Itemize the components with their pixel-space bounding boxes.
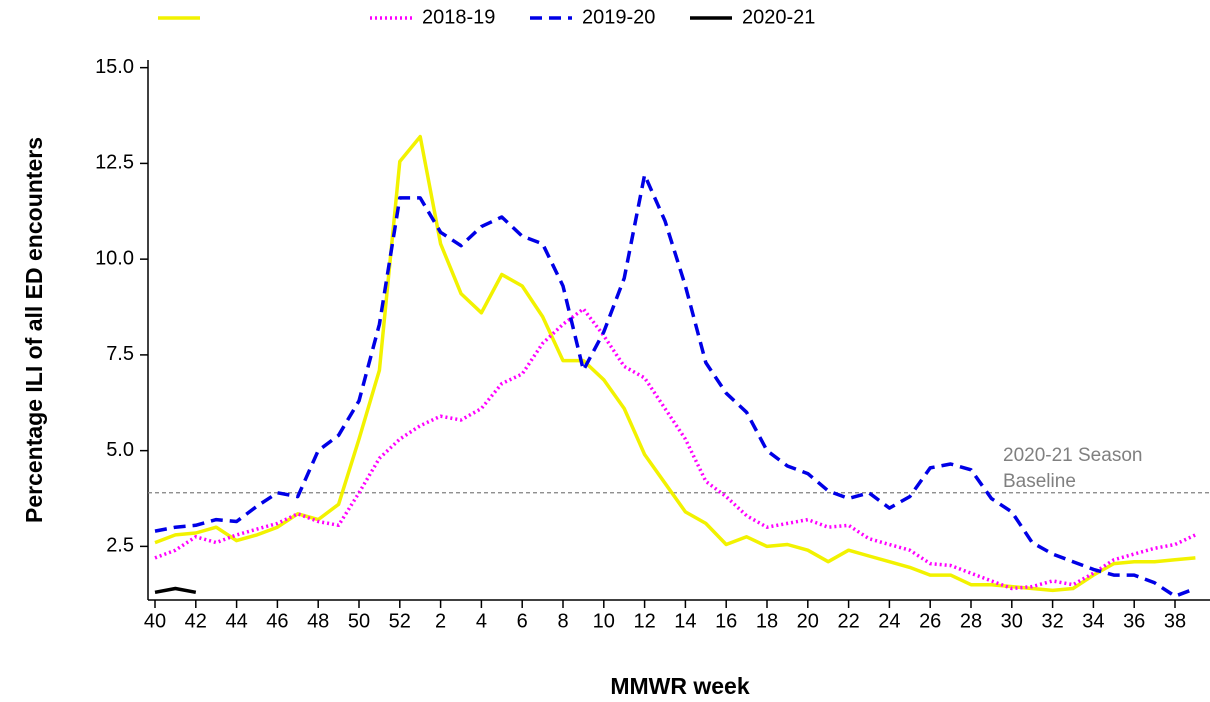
y-tick-label: 10.0 bbox=[95, 247, 134, 269]
y-tick-label: 15.0 bbox=[95, 56, 134, 78]
x-tick-label: 48 bbox=[307, 610, 329, 632]
x-tick-label: 42 bbox=[185, 610, 207, 632]
x-tick-label: 22 bbox=[837, 610, 859, 632]
x-tick-label: 50 bbox=[348, 610, 370, 632]
x-tick-label: 2 bbox=[435, 610, 446, 632]
x-tick-label: 26 bbox=[919, 610, 941, 632]
legend-label: 2019-20 bbox=[582, 6, 655, 28]
x-tick-label: 20 bbox=[797, 610, 819, 632]
x-tick-label: 10 bbox=[593, 610, 615, 632]
x-tick-label: 12 bbox=[633, 610, 655, 632]
series-line bbox=[154, 586, 197, 595]
y-tick-label: 7.5 bbox=[106, 343, 134, 365]
x-tick-label: 24 bbox=[878, 610, 900, 632]
y-tick-label: 5.0 bbox=[106, 439, 134, 461]
x-tick-label: 52 bbox=[389, 610, 411, 632]
y-axis-title: Percentage ILI of all ED encounters bbox=[21, 137, 47, 523]
x-tick-label: 36 bbox=[1123, 610, 1145, 632]
x-tick-label: 32 bbox=[1041, 610, 1063, 632]
series-line bbox=[154, 134, 1196, 593]
x-tick-label: 14 bbox=[674, 610, 696, 632]
x-tick-label: 8 bbox=[557, 610, 568, 632]
x-tick-label: 6 bbox=[517, 610, 528, 632]
x-tick-label: 4 bbox=[476, 610, 487, 632]
x-tick-label: 40 bbox=[144, 610, 166, 632]
x-tick-label: 28 bbox=[960, 610, 982, 632]
baseline-label: 2020-21 Season bbox=[1003, 445, 1142, 466]
x-tick-label: 38 bbox=[1164, 610, 1186, 632]
series-line bbox=[154, 307, 1197, 591]
x-tick-label: 46 bbox=[266, 610, 288, 632]
x-axis-title: MMWR week bbox=[610, 673, 750, 699]
x-tick-label: 16 bbox=[715, 610, 737, 632]
x-tick-label: 18 bbox=[756, 610, 778, 632]
x-tick-label: 44 bbox=[225, 610, 247, 632]
x-tick-label: 34 bbox=[1082, 610, 1104, 632]
legend-label: 2020-21 bbox=[742, 6, 815, 28]
baseline-label: Baseline bbox=[1003, 471, 1076, 492]
y-tick-label: 2.5 bbox=[106, 535, 134, 557]
series-line bbox=[154, 173, 1197, 598]
legend-label: 2018-19 bbox=[422, 6, 495, 28]
x-tick-label: 30 bbox=[1001, 610, 1023, 632]
y-tick-label: 12.5 bbox=[95, 152, 134, 174]
